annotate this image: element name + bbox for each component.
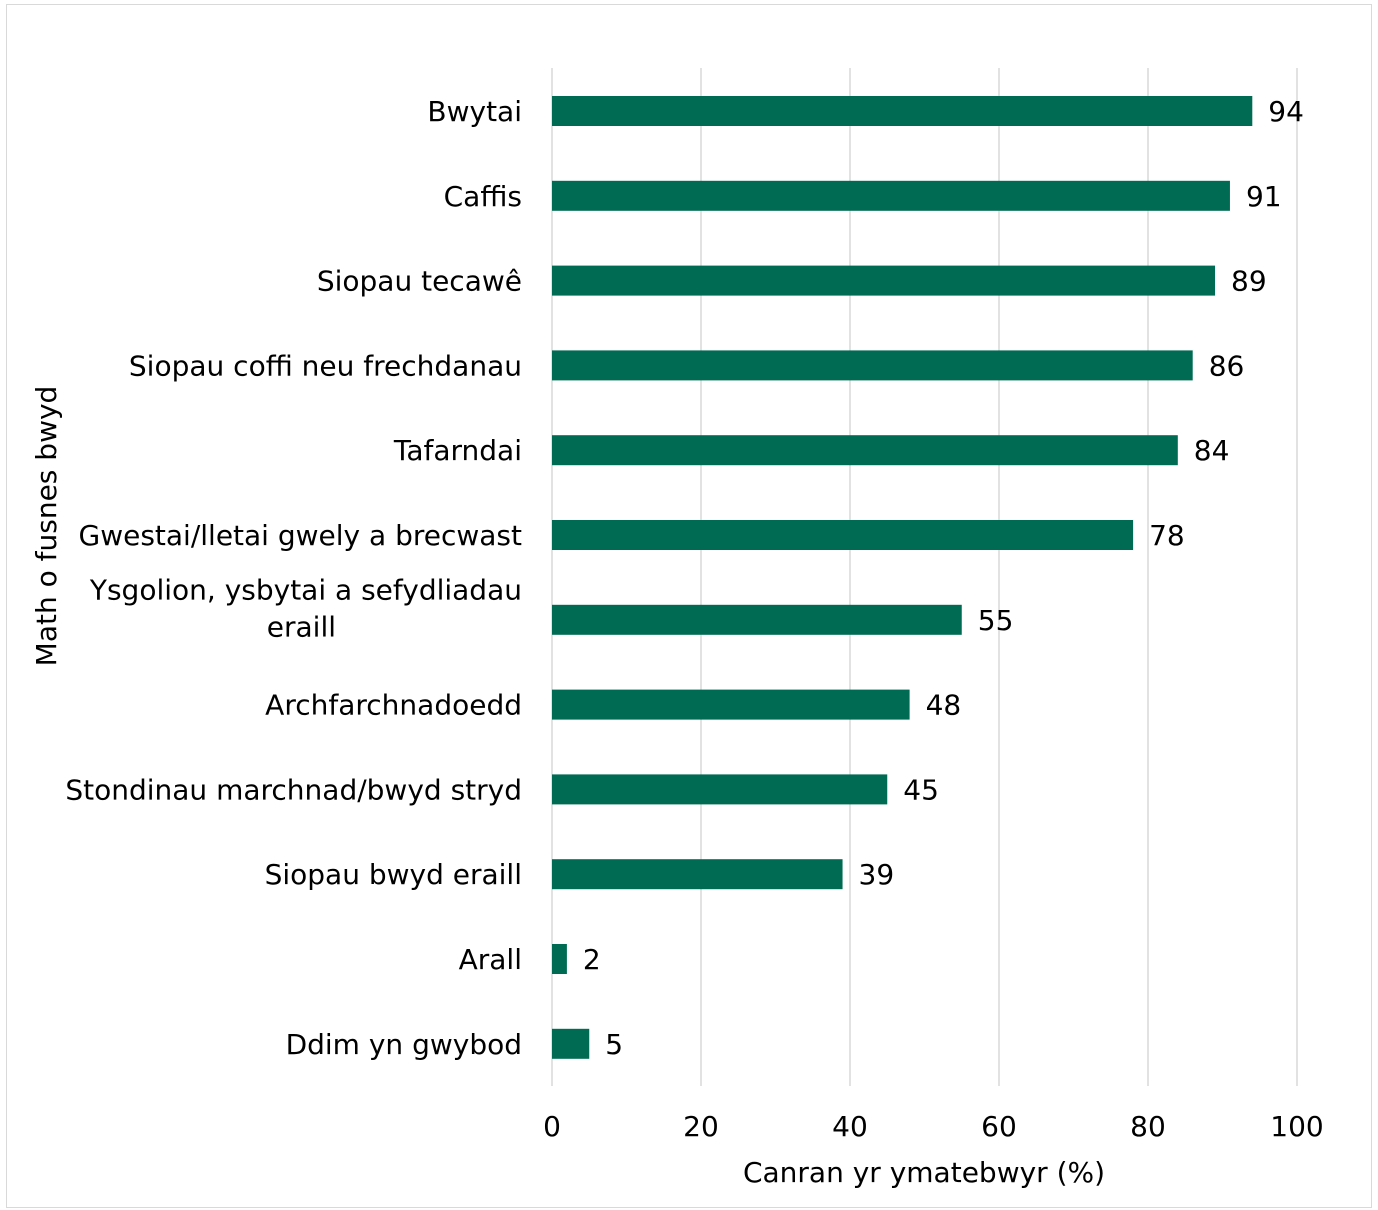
category-label-line: Stondinau marchnad/bwyd stryd [65, 773, 522, 806]
category-label: Siopau coffi neu frechdanau [129, 349, 522, 382]
data-label: 91 [1246, 180, 1282, 213]
bar [552, 520, 1134, 550]
data-label: 78 [1149, 519, 1185, 552]
category-label-line: Siopau coffi neu frechdanau [129, 349, 522, 382]
x-tick-labels: 0 20 40 60 80 100 [543, 1110, 1324, 1143]
bar [552, 96, 1253, 126]
data-label: 48 [926, 689, 962, 722]
bar [552, 944, 567, 974]
bar [552, 265, 1216, 296]
x-tick-label: 20 [683, 1110, 719, 1143]
category-labels: Bwytai Caffis Siopau tecawê Siopau coffi ne… [65, 95, 522, 1061]
data-label: 89 [1231, 265, 1267, 298]
bar [552, 350, 1193, 381]
bar [552, 1028, 590, 1059]
category-label-line: Siopau bwyd eraill [265, 858, 522, 891]
bar [552, 689, 910, 720]
category-label: Bwytai [427, 95, 522, 128]
x-tick-label: 40 [832, 1110, 868, 1143]
category-label: Arall [459, 943, 522, 976]
bar [552, 774, 888, 805]
category-label: Caffis [444, 180, 522, 213]
y-axis-title: Math o fusnes bwyd [30, 386, 63, 667]
category-label: Gwestai/lletai gwely a brecwast [79, 519, 523, 552]
category-label-line: Gwestai/lletai gwely a brecwast [79, 519, 523, 552]
data-label: 2 [583, 943, 601, 976]
bar [552, 435, 1178, 466]
value-labels: 94 91 89 86 84 78 55 48 45 39 2 5 [583, 95, 1304, 1061]
x-tick-label: 60 [981, 1110, 1017, 1143]
category-label-line: Archfarchnadoedd [265, 689, 522, 722]
category-label: Ysgolion, ysbytai a sefydliadau eraill [89, 573, 522, 643]
bar [552, 180, 1230, 211]
category-label-line: Arall [459, 943, 522, 976]
category-label-line: Tafarndai [393, 434, 522, 467]
gridlines [551, 68, 1298, 1086]
data-label: 39 [859, 858, 895, 891]
category-label: Siopau bwyd eraill [265, 858, 522, 891]
category-label-line: Bwytai [427, 95, 522, 128]
data-label: 5 [605, 1028, 623, 1061]
category-label-line: Caffis [444, 180, 522, 213]
x-axis-title: Canran yr ymatebwyr (%) [743, 1156, 1105, 1189]
category-label-line: Ysgolion, ysbytai a sefydliadau [89, 573, 522, 606]
bars [552, 96, 1253, 1059]
x-tick-label: 0 [543, 1110, 561, 1143]
category-label-line: Siopau tecawê [317, 265, 522, 298]
category-label: Siopau tecawê [317, 265, 522, 298]
bar [552, 604, 962, 635]
category-label: Stondinau marchnad/bwyd stryd [65, 773, 522, 806]
category-label-line: Ddim yn gwybod [286, 1028, 522, 1061]
category-label: Tafarndai [393, 434, 522, 467]
category-label-line: eraill [267, 610, 336, 643]
data-label: 84 [1194, 434, 1230, 467]
data-label: 45 [903, 773, 939, 806]
category-label: Archfarchnadoedd [265, 689, 522, 722]
bar [552, 859, 843, 890]
data-label: 55 [978, 604, 1014, 637]
data-label: 94 [1268, 95, 1304, 128]
data-label: 86 [1209, 349, 1245, 382]
x-tick-label: 80 [1130, 1110, 1166, 1143]
category-label: Ddim yn gwybod [286, 1028, 522, 1061]
x-tick-label: 100 [1270, 1110, 1323, 1143]
